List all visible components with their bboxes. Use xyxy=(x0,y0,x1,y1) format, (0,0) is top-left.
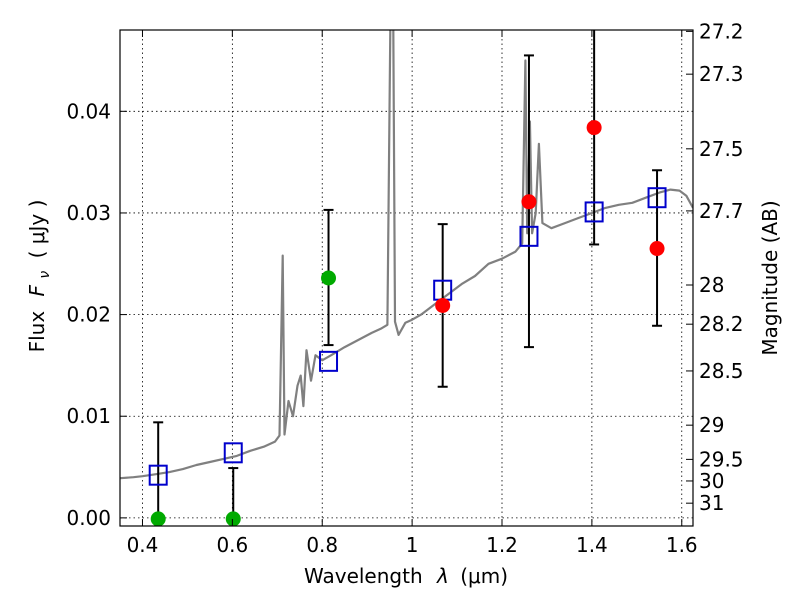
y-tick-label: 0.03 xyxy=(66,201,111,225)
plot-area xyxy=(120,30,693,526)
y-axis-label-unit: ( μJy ) xyxy=(25,200,49,259)
photometry-point xyxy=(649,241,665,257)
plot-frame xyxy=(119,29,694,527)
x-tick-label: 1.6 xyxy=(666,533,698,557)
y-tick-label: 0.01 xyxy=(66,404,111,428)
y-axis-label-subscript: ν xyxy=(37,271,53,279)
y2-tick-label: 28.2 xyxy=(699,312,744,336)
x-tick-label: 0.4 xyxy=(127,533,159,557)
y2-tick-label: 27.2 xyxy=(699,19,744,43)
photometry-point xyxy=(225,511,241,526)
y-axis-label-text: Flux xyxy=(25,311,49,353)
x-tick-label: 1.2 xyxy=(486,533,518,557)
y-tick-label: 0.04 xyxy=(66,99,111,123)
y2-tick-label: 29 xyxy=(699,413,724,437)
model-square-marker xyxy=(519,225,539,247)
y-tick-label: 0.02 xyxy=(66,303,111,327)
x-axis-label-unit: (μm) xyxy=(460,564,508,588)
photometry-point xyxy=(586,120,602,136)
y-axis-label: Flux F ν ( μJy ) xyxy=(25,200,54,353)
y-tick-label: 0.00 xyxy=(66,506,111,530)
photometry-point xyxy=(521,194,537,210)
y2-tick-label: 27.7 xyxy=(699,199,744,223)
x-axis-label: Wavelength λ (μm) xyxy=(304,564,508,588)
spectrum-line xyxy=(120,30,693,480)
x-tick-label: 0.8 xyxy=(306,533,338,557)
y2-tick-label: 27.3 xyxy=(699,62,744,86)
x-axis-label-text: Wavelength xyxy=(304,564,423,588)
x-tick-label: 0.6 xyxy=(216,533,248,557)
y2-tick-label: 31 xyxy=(699,491,724,515)
photometry-point xyxy=(150,511,166,526)
y2-tick-label: 28 xyxy=(699,273,724,297)
y2-tick-label: 29.5 xyxy=(699,447,744,471)
model-square-marker xyxy=(319,350,339,372)
y2-tick-label: 27.5 xyxy=(699,137,744,161)
model-square-marker xyxy=(223,442,243,464)
photometry-point xyxy=(321,270,337,286)
x-axis-label-symbol: λ xyxy=(436,564,449,588)
model-square-marker xyxy=(148,464,168,486)
y2-tick-label: 28.5 xyxy=(699,359,744,383)
model-square-marker xyxy=(647,187,667,209)
axes: 0.4 0.6 0.8 1 1.2 1.4 1.6 0.00 0.01 0.02 0.03 0.04 2… xyxy=(66,19,743,557)
y2-axis-label: Magnitude (AB) xyxy=(758,200,782,355)
model-square-marker xyxy=(584,201,604,223)
x-tick-label: 1 xyxy=(406,533,419,557)
grid-layer xyxy=(120,30,693,526)
y-axis-label-symbol: F xyxy=(25,284,49,296)
photometry-point xyxy=(435,297,451,313)
x-tick-label: 1.4 xyxy=(576,533,608,557)
y2-tick-label: 30 xyxy=(699,469,724,493)
